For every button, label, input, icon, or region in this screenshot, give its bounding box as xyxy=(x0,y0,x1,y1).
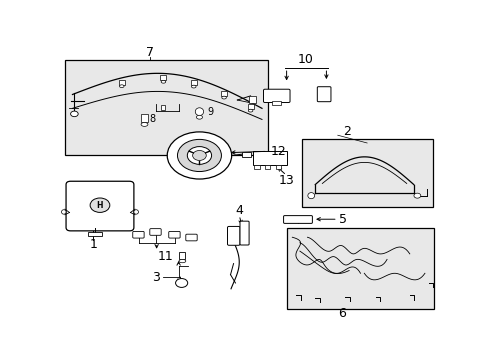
Text: 2: 2 xyxy=(343,125,350,138)
Ellipse shape xyxy=(307,193,314,199)
Ellipse shape xyxy=(61,210,66,214)
Text: 13: 13 xyxy=(278,174,294,187)
Circle shape xyxy=(167,132,231,179)
Ellipse shape xyxy=(134,210,138,214)
Bar xyxy=(141,114,147,122)
Ellipse shape xyxy=(191,85,196,88)
Bar xyxy=(247,104,253,109)
Bar xyxy=(190,80,196,85)
FancyBboxPatch shape xyxy=(263,89,289,103)
FancyBboxPatch shape xyxy=(240,221,248,245)
FancyBboxPatch shape xyxy=(132,231,144,238)
Text: H: H xyxy=(97,201,103,210)
Ellipse shape xyxy=(222,96,226,99)
Bar xyxy=(271,101,280,105)
Bar xyxy=(179,252,185,260)
Bar xyxy=(221,91,226,96)
Circle shape xyxy=(192,150,206,161)
Text: 7: 7 xyxy=(146,46,154,59)
Bar xyxy=(65,60,267,156)
Circle shape xyxy=(90,198,110,212)
Bar xyxy=(252,151,286,165)
FancyBboxPatch shape xyxy=(317,87,330,102)
Text: 12: 12 xyxy=(271,145,286,158)
FancyBboxPatch shape xyxy=(185,234,197,241)
Ellipse shape xyxy=(196,115,202,119)
Ellipse shape xyxy=(195,108,203,116)
Text: 10: 10 xyxy=(297,53,313,66)
FancyBboxPatch shape xyxy=(283,216,312,223)
Ellipse shape xyxy=(179,260,185,263)
FancyBboxPatch shape xyxy=(227,226,240,245)
Circle shape xyxy=(177,139,221,172)
Bar xyxy=(286,228,433,309)
Text: 6: 6 xyxy=(337,307,345,320)
Bar xyxy=(160,75,166,80)
Bar xyxy=(264,165,270,169)
Ellipse shape xyxy=(161,80,165,83)
FancyBboxPatch shape xyxy=(66,181,134,231)
Bar xyxy=(275,165,280,169)
Ellipse shape xyxy=(119,85,124,87)
Text: 11: 11 xyxy=(157,250,173,263)
Circle shape xyxy=(70,111,78,117)
FancyBboxPatch shape xyxy=(168,231,180,238)
FancyBboxPatch shape xyxy=(149,229,161,235)
Text: 3: 3 xyxy=(152,271,160,284)
Text: 5: 5 xyxy=(339,213,347,226)
Text: 9: 9 xyxy=(207,107,213,117)
Bar xyxy=(161,105,164,110)
Ellipse shape xyxy=(141,122,147,126)
Circle shape xyxy=(175,279,187,287)
Bar xyxy=(301,139,432,207)
Circle shape xyxy=(187,147,211,164)
Text: 8: 8 xyxy=(149,114,156,125)
Text: 4: 4 xyxy=(235,204,243,217)
Text: 1: 1 xyxy=(89,238,97,251)
Bar xyxy=(242,152,250,157)
Bar xyxy=(254,165,259,169)
Bar xyxy=(248,96,255,103)
Ellipse shape xyxy=(248,109,252,112)
Bar xyxy=(119,80,124,85)
Bar xyxy=(88,232,102,236)
Circle shape xyxy=(413,193,420,198)
